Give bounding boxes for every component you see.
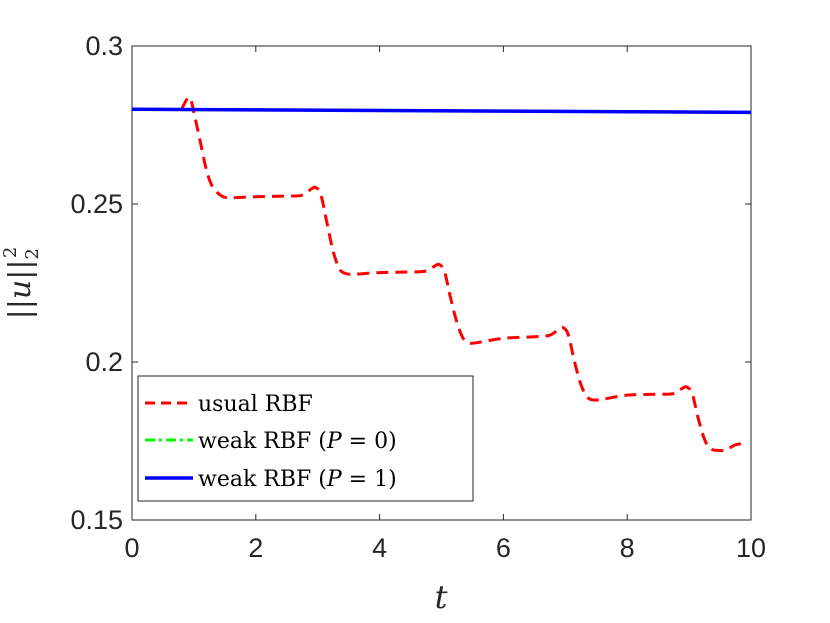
x-tick-label: 8 bbox=[620, 533, 635, 563]
legend-label-usual-rbf: usual RBF bbox=[198, 392, 313, 417]
y-axis-label: ||u||22 bbox=[0, 247, 43, 320]
x-tick-label: 4 bbox=[372, 533, 387, 563]
x-tick-label: 6 bbox=[496, 533, 511, 563]
series-line-0 bbox=[180, 95, 746, 453]
y-tick-label: 0.15 bbox=[70, 505, 123, 535]
legend: usual RBF weak RBF (P = 0) weak RBF (P =… bbox=[137, 375, 474, 502]
y-axis-label-sub: 2 bbox=[22, 248, 43, 259]
legend-label-weak-rbf-p1: weak RBF (P = 1) bbox=[198, 467, 397, 492]
x-tick-label: 0 bbox=[124, 533, 139, 563]
series-layer bbox=[131, 95, 752, 453]
x-axis-label: t bbox=[435, 578, 448, 616]
svg-text:||u||22: ||u||22 bbox=[0, 247, 43, 320]
x-tick-label: 10 bbox=[736, 533, 766, 563]
legend-label-weak-rbf-p0: weak RBF (P = 0) bbox=[198, 429, 397, 454]
y-tick-label: 0.2 bbox=[85, 347, 123, 377]
legend-box bbox=[137, 375, 474, 502]
y-axis-label-norm: ||u|| bbox=[3, 260, 38, 320]
y-axis-label-sup: 2 bbox=[0, 247, 21, 258]
y-tick-label: 0.3 bbox=[85, 31, 123, 61]
y-tick-labels: 0.15 0.2 0.25 0.3 bbox=[70, 31, 123, 535]
x-tick-labels: 0 2 4 6 8 10 bbox=[124, 533, 766, 563]
x-tick-label: 2 bbox=[248, 533, 263, 563]
series-line-2 bbox=[131, 107, 752, 115]
y-tick-label: 0.25 bbox=[70, 189, 123, 219]
tick-marks bbox=[131, 45, 752, 521]
